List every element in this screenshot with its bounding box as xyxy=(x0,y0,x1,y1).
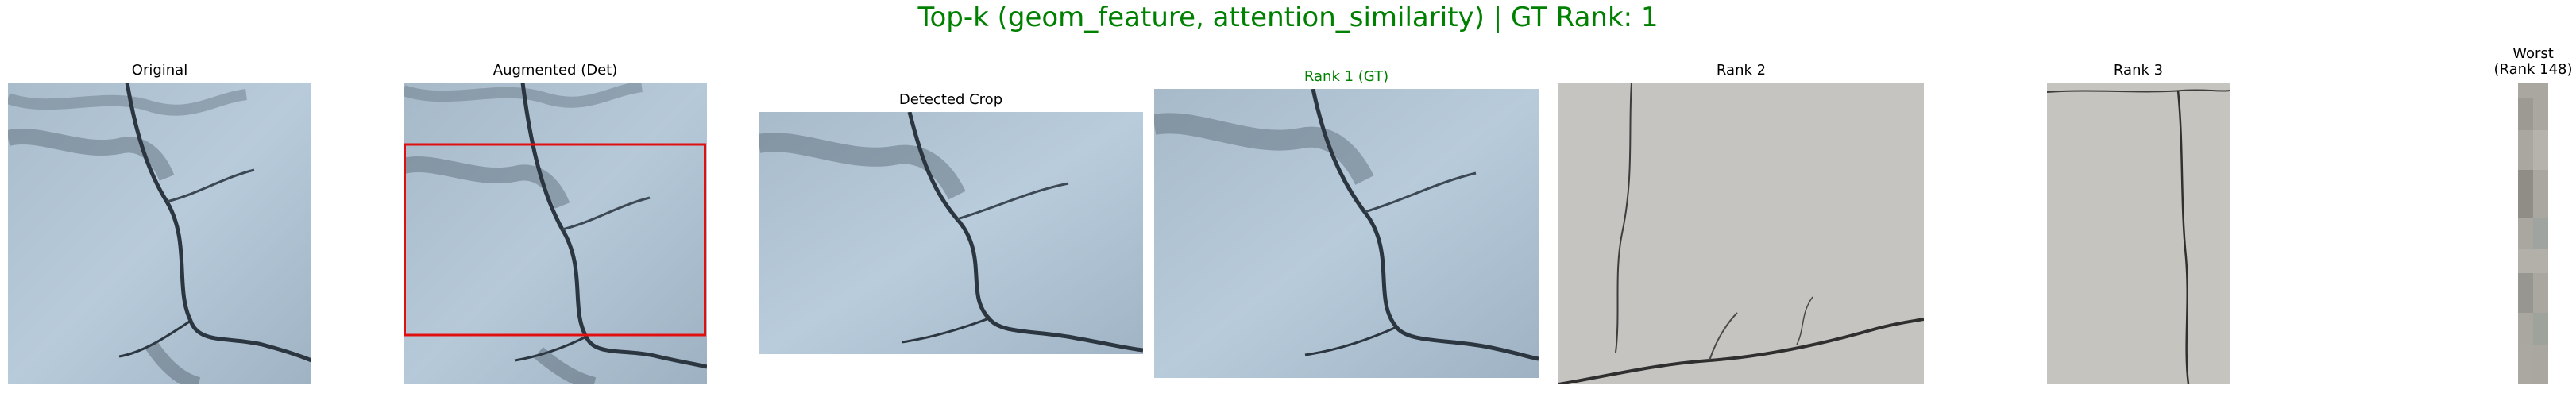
worst-image xyxy=(2518,83,2548,384)
detected-crop-image xyxy=(759,112,1143,354)
panel-title-rank-2: Rank 2 xyxy=(1716,62,1767,79)
panel-title-detected-crop: Detected Crop xyxy=(898,91,1003,108)
panel-title-worst: Worst (Rank 148) xyxy=(2493,45,2573,78)
panel-title-rank-1: Rank 1 (GT) xyxy=(1303,68,1389,85)
panel-detected-crop: Detected Crop xyxy=(759,92,1143,354)
rank-1-image xyxy=(1154,89,1539,378)
panel-original: Original xyxy=(8,63,311,384)
figure-title: Top-k (geom_feature, attention_similarit… xyxy=(917,2,1659,33)
panel-rank-1: Rank 1 (GT) xyxy=(1154,69,1539,378)
panel-worst: Worst (Rank 148) xyxy=(2493,46,2573,384)
panel-rank-2: Rank 2 xyxy=(1558,63,1924,384)
panel-title-rank-3: Rank 3 xyxy=(2113,62,2164,79)
augmented-image xyxy=(404,83,707,384)
panel-title-original: Original xyxy=(131,62,188,79)
rank-3-image xyxy=(2047,83,2230,384)
detection-box xyxy=(404,143,706,337)
panel-title-augmented: Augmented (Det) xyxy=(492,62,618,79)
panel-rank-3: Rank 3 xyxy=(2047,63,2230,384)
panel-augmented: Augmented (Det) xyxy=(404,63,707,384)
rank-2-image xyxy=(1558,83,1924,384)
original-image xyxy=(8,83,311,384)
